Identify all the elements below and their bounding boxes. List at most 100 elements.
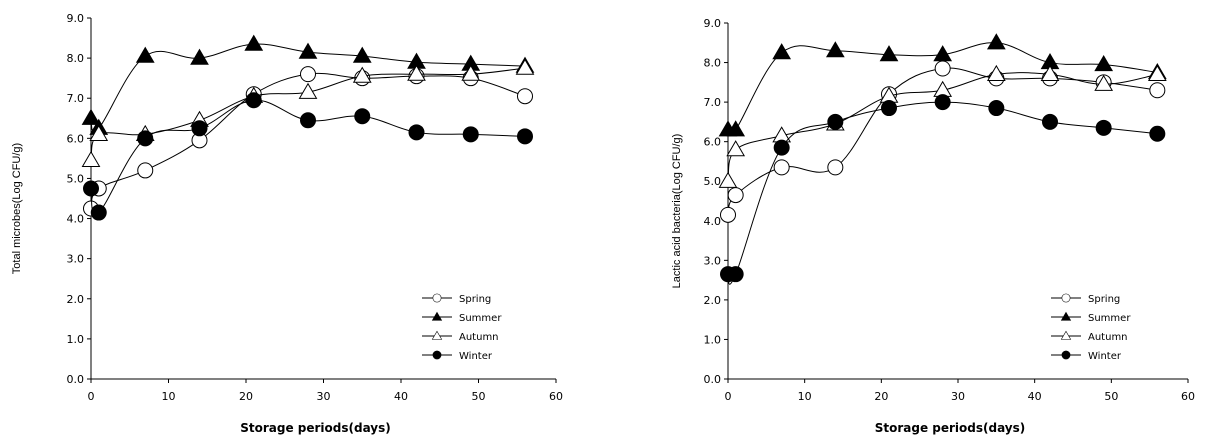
data-point-autumn — [1040, 64, 1060, 82]
data-point-winter — [408, 124, 425, 141]
y-tick-label: 3.0 — [704, 254, 722, 267]
y-tick-label: 2.0 — [67, 293, 85, 306]
legend-label-autumn: Autumn — [1088, 332, 1128, 343]
data-point-spring — [517, 88, 533, 105]
data-point-winter — [354, 108, 371, 125]
data-point-summer — [1094, 55, 1114, 72]
data-point-winter — [83, 180, 99, 197]
data-point-summer — [244, 34, 264, 51]
data-point-spring — [1149, 82, 1166, 99]
series-line-winter — [727, 101, 1158, 285]
data-point-autumn — [81, 150, 101, 168]
series-winter — [83, 92, 533, 221]
y-tick-label: 6.0 — [67, 132, 85, 145]
data-point-summer — [135, 46, 155, 63]
x-axis-label: Storage periods(days) — [240, 421, 391, 435]
data-point-winter — [191, 120, 208, 137]
data-point-spring — [720, 206, 736, 223]
data-point-autumn — [515, 58, 535, 75]
legend-marker-summer — [1060, 311, 1072, 321]
series-summer — [718, 33, 1167, 137]
legend-marker-winter — [432, 350, 442, 360]
x-tick-label: 60 — [1181, 390, 1195, 403]
legend-label-winter: Winter — [459, 351, 493, 362]
y-tick-label: 8.0 — [704, 57, 722, 70]
legend-marker-winter — [1061, 350, 1071, 360]
series-line-autumn — [727, 72, 1158, 182]
legend: Spring Summer Autumn Winter — [422, 293, 502, 362]
y-tick-label: 1.0 — [67, 333, 85, 346]
y-tick-label: 7.0 — [67, 92, 85, 105]
data-point-summer — [986, 33, 1006, 50]
x-tick-label: 30 — [317, 390, 331, 403]
legend-label-spring: Spring — [1088, 294, 1120, 305]
y-tick-label: 1.0 — [704, 333, 722, 346]
x-tick-label: 30 — [951, 390, 965, 403]
data-point-winter — [1095, 119, 1112, 136]
data-point-autumn — [718, 171, 738, 188]
data-point-winter — [1149, 125, 1166, 142]
data-point-winter — [773, 139, 790, 156]
x-tick-label: 50 — [472, 390, 486, 403]
y-tick-label: 5.0 — [67, 172, 85, 185]
data-point-summer — [825, 41, 845, 58]
x-tick-label: 10 — [162, 390, 176, 403]
data-point-autumn — [407, 64, 426, 81]
y-axis-label: Lactic acid bacteria(Log CFU/g) — [671, 134, 683, 289]
data-point-spring — [773, 159, 790, 176]
x-tick-label: 10 — [798, 390, 812, 403]
data-point-summer — [81, 108, 101, 125]
x-tick-label: 40 — [1028, 390, 1042, 403]
chart-2: 0.0 1.0 2.0 3.0 4.0 5.0 6.0 7.0 8.0 9.0 0 10 20 30 40 5… — [671, 17, 1195, 435]
series-summer — [81, 34, 535, 135]
data-point-summer — [879, 45, 899, 62]
data-point-summer — [298, 42, 318, 59]
y-tick-label: 4.0 — [67, 213, 85, 226]
data-point-winter — [300, 112, 316, 129]
y-axis-label: Total microbes(Log CFU/g) — [11, 143, 23, 274]
y-tick-label: 5.0 — [704, 175, 722, 188]
series-line-spring — [90, 72, 526, 209]
data-point-winter — [727, 266, 744, 283]
x-tick-label: 40 — [394, 390, 408, 403]
legend-marker-summer — [431, 311, 443, 321]
data-point-spring — [300, 66, 316, 83]
y-tick-label: 4.0 — [704, 215, 722, 228]
legend-marker-autumn — [431, 330, 443, 340]
legend-label-autumn: Autumn — [459, 332, 499, 343]
y-tick-label: 9.0 — [67, 12, 85, 25]
x-tick-label: 60 — [549, 390, 563, 403]
x-tick-label: 0 — [88, 390, 95, 403]
data-point-winter — [245, 92, 262, 109]
x-tick-label: 50 — [1104, 390, 1118, 403]
x-tick-label: 20 — [239, 390, 253, 403]
data-point-autumn — [461, 64, 481, 81]
series-winter — [720, 94, 1166, 285]
data-point-summer — [933, 45, 953, 62]
legend-marker-spring — [432, 293, 442, 303]
legend-label-summer: Summer — [459, 313, 502, 324]
y-tick-label: 3.0 — [67, 253, 85, 266]
legend-marker-spring — [1061, 293, 1071, 303]
data-point-autumn — [726, 140, 746, 157]
legend-marker-autumn — [1060, 330, 1072, 340]
legend: Spring Summer Autumn Winter — [1051, 293, 1131, 362]
chart-1: 0.0 1.0 2.0 3.0 4.0 5.0 6.0 7.0 8.0 9.0 0 10 20 30 40 5… — [11, 12, 563, 435]
data-point-spring — [727, 187, 744, 204]
data-point-winter — [934, 94, 951, 111]
y-tick-label: 0.0 — [704, 373, 722, 386]
y-tick-label: 7.0 — [704, 96, 722, 109]
legend-label-summer: Summer — [1088, 313, 1131, 324]
data-point-winter — [988, 100, 1005, 117]
y-tick-label: 8.0 — [67, 52, 85, 65]
y-tick-label: 0.0 — [67, 373, 85, 386]
x-tick-label: 20 — [874, 390, 888, 403]
data-point-spring — [934, 60, 951, 77]
data-point-winter — [1042, 113, 1058, 130]
y-tick-label: 9.0 — [704, 17, 722, 30]
legend-label-spring: Spring — [459, 294, 491, 305]
data-point-autumn — [1147, 64, 1167, 82]
series-line-summer — [727, 42, 1158, 137]
data-point-spring — [827, 159, 844, 176]
